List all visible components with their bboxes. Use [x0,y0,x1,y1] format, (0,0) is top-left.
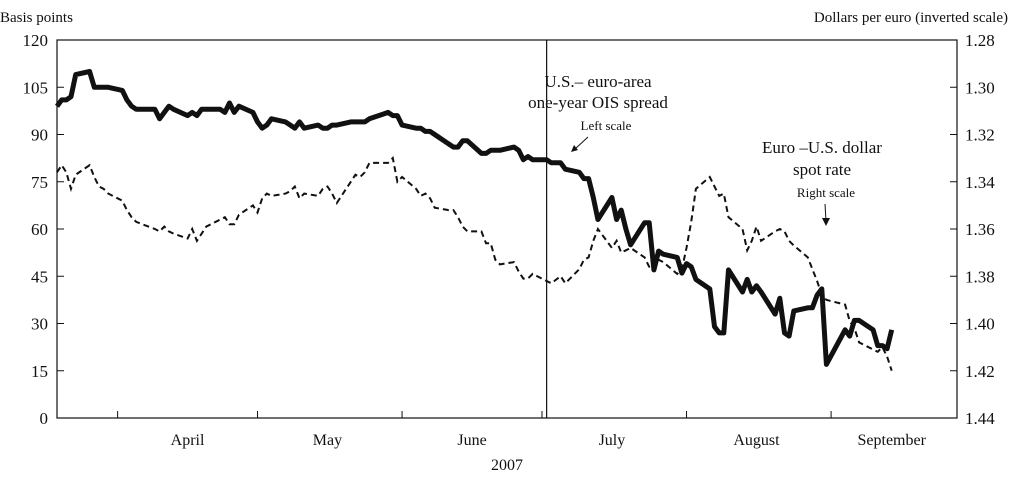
month-label: May [313,432,342,449]
left-tick-label: 90 [31,126,48,145]
left-axis-ticks: 0 15 30 45 60 75 90 105 120 [23,31,64,428]
year-label: 2007 [491,457,523,474]
right-tick-label: 1.44 [965,409,995,428]
right-tick-label: 1.34 [965,173,995,192]
left-tick-label: 60 [31,220,48,239]
right-tick-label: 1.40 [965,315,995,334]
ois-label-line-2: one-year OIS spread [528,93,668,112]
ois-annotation: U.S.– euro-area one-year OIS spread Left… [528,72,668,152]
right-tick-label: 1.28 [965,31,995,50]
left-tick-label: 0 [40,409,49,428]
fx-arrow-head [822,218,830,226]
right-axis-ticks: 1.28 1.30 1.32 1.34 1.36 1.38 1.40 1.42 1.44 [950,31,995,428]
ois-label-line-1: U.S.– euro-area [544,72,652,91]
left-axis-title: Basis points [0,10,73,26]
ois-spread-line [54,69,895,367]
right-tick-label: 1.32 [965,126,995,145]
left-tick-label: 105 [23,78,49,97]
right-tick-label: 1.42 [965,362,995,381]
left-tick-label: 15 [31,362,48,381]
month-label: September [858,432,927,449]
fx-annotation: Euro –U.S. dollar spot rate Right scale [762,138,882,226]
ois-scale-label: Left scale [581,118,632,133]
euro-dollar-spot-rate-line [56,156,893,372]
x-axis-ticks: April May June July August September [117,411,927,449]
right-tick-label: 1.36 [965,220,995,239]
month-label: July [599,432,626,449]
fx-label-line-1: Euro –U.S. dollar [762,138,882,157]
month-label: April [171,432,205,449]
right-tick-label: 1.38 [965,267,995,286]
left-tick-label: 75 [31,173,48,192]
ois-pointer-arrow [574,136,589,150]
right-axis-title: Dollars per euro (inverted scale) [814,10,1008,26]
fx-label-line-2: spot rate [793,160,851,179]
fx-scale-label: Right scale [797,185,855,200]
left-tick-label: 120 [23,31,49,50]
left-tick-label: 30 [31,315,48,334]
month-label: June [457,432,486,449]
ois-arrow-head [571,145,578,152]
left-tick-label: 45 [31,267,48,286]
month-label: August [733,432,780,449]
right-tick-label: 1.30 [965,78,995,97]
